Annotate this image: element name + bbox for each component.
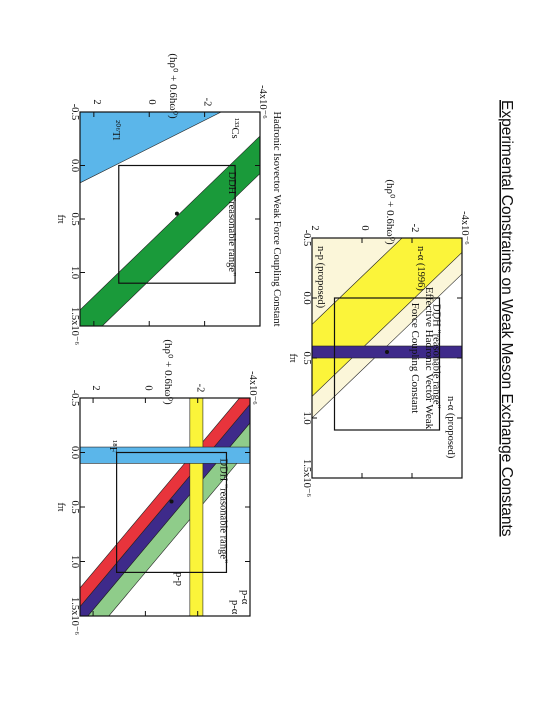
x-axis-label: fπ bbox=[55, 502, 67, 512]
band-label: n-α (1996) bbox=[415, 246, 426, 291]
plot-area bbox=[312, 238, 462, 431]
x-tick-label: -0.5 bbox=[301, 230, 312, 247]
plot-area bbox=[80, 112, 260, 326]
ddh-box bbox=[118, 164, 236, 284]
band-unlabeled-1 bbox=[80, 403, 250, 616]
x-tick-label: 0.0 bbox=[69, 159, 80, 172]
ddh-box bbox=[116, 451, 228, 574]
y-tick-label: 2 bbox=[91, 99, 102, 104]
y-tick-label: 2 bbox=[309, 225, 320, 230]
x-tick-label: 1.5x10⁻⁶ bbox=[301, 459, 312, 497]
ddh-label: DDH "reasonable range" bbox=[217, 459, 228, 564]
y-tick-label: 2 bbox=[90, 385, 101, 390]
ddh-point bbox=[169, 499, 174, 504]
x-tick-label: 0.0 bbox=[69, 446, 80, 459]
band-label: ¹³³Cs bbox=[229, 118, 240, 139]
band-label: n-p (proposed) bbox=[315, 246, 326, 309]
ddh-label: DDH "reasonable range" bbox=[431, 304, 442, 409]
y-tick-label: 0 bbox=[146, 99, 157, 104]
chart-bottom-right: -0.5 0.0 0.5 1.0 1.5x10⁻⁶ 2 0 -2 -4x10⁻⁶ fπ (hρ⁰ +… bbox=[55, 339, 258, 635]
y-tick-label: -2 bbox=[202, 98, 213, 107]
y-tick-label: -4x10⁻⁶ bbox=[459, 211, 470, 245]
band-label: ²⁰⁶Tl bbox=[110, 120, 122, 140]
chart-title: Hadronic Isovector Weak Force Coupling C… bbox=[271, 111, 282, 326]
band-label: p-p bbox=[173, 572, 184, 586]
y-tick-label: -2 bbox=[409, 224, 420, 233]
ddh-point bbox=[174, 211, 179, 216]
band-label: p-α bbox=[229, 600, 240, 615]
y-axis-label: (hρ⁰ + 0.6hω⁰) bbox=[167, 53, 179, 119]
x-tick-label: -0.5 bbox=[69, 390, 80, 407]
x-axis-label: fπ bbox=[287, 353, 299, 363]
chart-title: Effective Hadronic Vector Weak bbox=[423, 287, 435, 430]
y-tick-label: 0 bbox=[359, 225, 370, 230]
chart-top: -0.5 0.0 0.5 1.0 1.5x10⁻⁶ 2 0 -2 -4x10⁻⁶ fπ (hρ⁰ +… bbox=[287, 179, 470, 497]
band-tl-0 bbox=[80, 112, 222, 184]
y-tick-label: -2 bbox=[195, 384, 206, 393]
x-tick-label: 1.5x10⁻⁶ bbox=[69, 597, 80, 635]
band-p-p-3 bbox=[189, 398, 204, 616]
y-tick-label: 0 bbox=[142, 385, 153, 390]
ddh-box bbox=[333, 297, 441, 431]
y-tick-label: -4x10⁻⁶ bbox=[257, 85, 268, 119]
x-tick-label: 1.0 bbox=[69, 555, 80, 568]
ddh-label: DDH "reasonable range" bbox=[226, 172, 237, 277]
x-tick-label: 1.0 bbox=[69, 266, 80, 279]
x-axis-label: fπ bbox=[55, 214, 67, 224]
ddh-point bbox=[385, 350, 389, 354]
band-label: ¹⁸F bbox=[107, 440, 118, 453]
band-label: n-α (proposed) bbox=[445, 396, 456, 459]
y-axis-label: (hρ⁰ + 0.6hω⁰) bbox=[162, 339, 174, 405]
band-f-4 bbox=[80, 446, 250, 464]
x-tick-label: -0.5 bbox=[69, 104, 80, 121]
x-tick-label: 0.5 bbox=[301, 351, 312, 364]
chart-bottom-left: -0.5 0.0 0.5 1.0 1.5x10⁻⁶ 2 0 -2 -4x10⁻⁶ fπ (hρ⁰ +… bbox=[55, 53, 282, 345]
slide-title: Experimental Constraints on Weak Meson E… bbox=[498, 100, 515, 537]
band-label: p-α bbox=[239, 590, 250, 605]
plot-area bbox=[80, 398, 250, 616]
x-tick-label: 0.5 bbox=[69, 500, 80, 513]
chart-title: Force Coupling Constant bbox=[409, 303, 421, 414]
y-axis-label: (hρ⁰ + 0.6hω⁰) bbox=[384, 179, 396, 245]
x-tick-label: 1.5x10⁻⁶ bbox=[69, 307, 80, 345]
x-tick-label: 1.0 bbox=[301, 411, 312, 424]
x-tick-label: 0.5 bbox=[69, 212, 80, 225]
band-cs-1 bbox=[80, 135, 260, 326]
x-tick-label: 0.0 bbox=[301, 291, 312, 304]
y-tick-label: -4x10⁻⁶ bbox=[247, 371, 258, 405]
